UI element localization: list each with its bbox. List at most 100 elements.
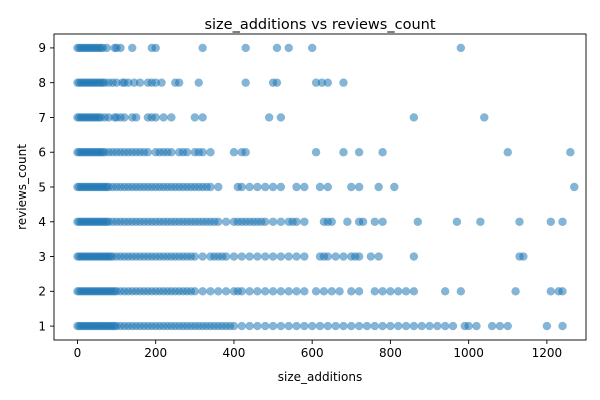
y-tick-label: 5 xyxy=(38,180,46,194)
data-point xyxy=(292,182,301,192)
y-tick-label: 8 xyxy=(38,76,46,90)
y-tick-label: 7 xyxy=(38,111,46,125)
data-point xyxy=(182,148,192,157)
data-point xyxy=(323,182,333,192)
data-point xyxy=(570,182,579,192)
data-point xyxy=(112,78,121,87)
data-point xyxy=(268,321,278,331)
data-point xyxy=(480,113,489,122)
data-point xyxy=(116,43,125,53)
data-point xyxy=(276,287,286,296)
data-point xyxy=(409,113,419,122)
data-point xyxy=(339,148,348,157)
data-point xyxy=(433,321,442,331)
data-point xyxy=(323,321,333,331)
data-point xyxy=(417,321,426,331)
data-point xyxy=(386,321,395,331)
data-point xyxy=(261,321,270,331)
x-tick-label: 0 xyxy=(74,346,82,360)
data-point xyxy=(157,78,166,87)
x-tick-label: 400 xyxy=(222,346,245,360)
data-point xyxy=(370,217,379,226)
data-point xyxy=(370,321,379,331)
y-tick-label: 9 xyxy=(38,41,46,55)
data-point xyxy=(198,252,207,261)
data-point xyxy=(503,148,512,157)
data-point xyxy=(456,43,466,53)
data-point xyxy=(566,148,575,157)
data-point xyxy=(120,113,129,122)
data-point xyxy=(151,78,160,87)
data-point xyxy=(409,252,419,261)
data-point xyxy=(268,252,278,261)
data-point xyxy=(276,321,286,331)
data-point xyxy=(198,148,207,157)
data-point xyxy=(339,321,348,331)
y-tick-label: 6 xyxy=(38,146,46,160)
data-point xyxy=(167,113,176,122)
data-point xyxy=(347,321,356,331)
data-point xyxy=(300,287,309,296)
x-axis-ticks: 0 200 400 600 800 1000 1200 xyxy=(74,340,563,360)
data-point xyxy=(128,43,137,53)
data-point xyxy=(558,287,567,296)
data-point xyxy=(300,321,309,331)
data-point xyxy=(354,182,364,192)
data-point xyxy=(476,217,485,226)
data-point xyxy=(124,78,133,87)
data-point xyxy=(339,252,348,261)
data-point xyxy=(292,321,301,331)
data-point xyxy=(159,113,168,122)
data-point xyxy=(323,78,333,87)
data-point xyxy=(347,182,356,192)
data-point xyxy=(206,287,215,296)
data-point xyxy=(311,78,321,87)
data-point xyxy=(143,148,153,157)
data-point xyxy=(221,217,231,226)
data-point xyxy=(413,217,422,226)
data-point xyxy=(135,78,145,87)
data-point xyxy=(284,43,293,53)
data-point xyxy=(319,287,329,296)
data-point xyxy=(315,182,325,192)
data-point xyxy=(317,78,327,87)
data-point xyxy=(307,321,317,331)
data-point xyxy=(276,217,286,226)
data-point xyxy=(229,252,239,261)
data-point xyxy=(409,287,419,296)
data-point xyxy=(503,321,512,331)
data-point xyxy=(198,43,207,53)
data-point xyxy=(253,321,262,331)
data-point xyxy=(241,43,250,53)
chart-title: size_additions vs reviews_count xyxy=(204,17,435,33)
data-point xyxy=(292,252,301,261)
x-tick-label: 1200 xyxy=(532,346,563,360)
data-point xyxy=(472,321,481,331)
data-point xyxy=(366,252,376,261)
data-point xyxy=(378,321,387,331)
data-point xyxy=(167,148,176,157)
data-point xyxy=(327,287,336,296)
data-point xyxy=(268,287,278,296)
data-point xyxy=(214,217,223,226)
data-point xyxy=(315,321,325,331)
data-point xyxy=(102,43,112,53)
data-point xyxy=(214,182,223,192)
data-point xyxy=(237,182,246,192)
data-point xyxy=(284,321,293,331)
data-point xyxy=(378,217,387,226)
y-tick-label: 1 xyxy=(38,319,46,333)
x-tick-label: 800 xyxy=(379,346,402,360)
data-point xyxy=(487,321,497,331)
data-point xyxy=(370,287,379,296)
data-point xyxy=(327,217,336,226)
data-point xyxy=(354,321,364,331)
data-point xyxy=(190,287,200,296)
data-point xyxy=(151,113,160,122)
data-point xyxy=(194,78,203,87)
data-point xyxy=(331,321,340,331)
data-point xyxy=(104,113,113,122)
data-point xyxy=(272,78,282,87)
data-point xyxy=(206,148,215,157)
